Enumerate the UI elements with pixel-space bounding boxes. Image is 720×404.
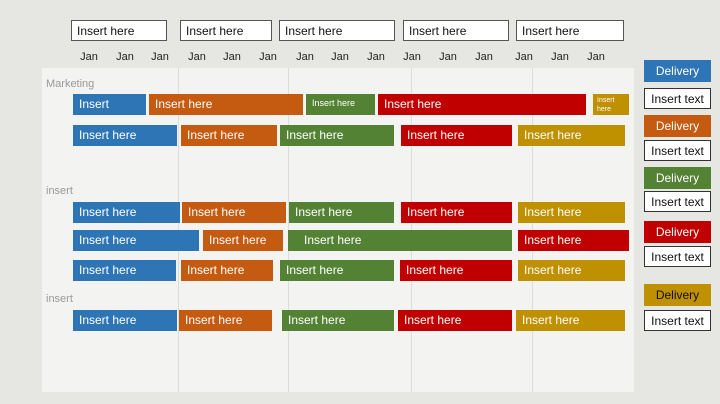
month-label: Jan (259, 51, 277, 63)
task-bar: Insert here (179, 310, 272, 331)
task-bar: Insert here (518, 260, 625, 281)
task-bar: Insert here (280, 260, 394, 281)
legend-text: Insert text (644, 246, 711, 267)
task-bar: Insert here (289, 202, 394, 223)
task-bar: Insert here (73, 310, 177, 331)
month-label: Jan (116, 51, 134, 63)
period-box: Insert here (71, 20, 167, 41)
section-label: insert (46, 293, 73, 305)
task-bar: Insert here (73, 202, 180, 223)
legend-text: Insert text (644, 191, 711, 212)
task-bar: Insert here (593, 94, 629, 115)
period-box: Insert here (516, 20, 624, 41)
task-bar: Insert here (518, 202, 625, 223)
month-label: Jan (151, 51, 169, 63)
task-bar: Insert here (149, 94, 303, 115)
legend-label: Delivery (644, 60, 711, 82)
task-bar: Insert here (306, 94, 375, 115)
legend-label: Delivery (644, 221, 711, 243)
period-box: Insert here (403, 20, 509, 41)
legend-text: Insert text (644, 310, 711, 331)
task-bar: Insert here (378, 94, 586, 115)
task-bar: Insert here (401, 202, 512, 223)
task-bar: Insert here (280, 125, 394, 146)
legend-label: Delivery (644, 167, 711, 189)
task-bar: Insert here (73, 125, 177, 146)
month-label: Jan (331, 51, 349, 63)
legend-text: Insert text (644, 88, 711, 109)
task-bar: Insert here (401, 125, 512, 146)
legend-label: Delivery (644, 284, 711, 306)
task-bar: Insert here (400, 260, 512, 281)
legend-label: Delivery (644, 115, 711, 137)
month-label: Jan (403, 51, 421, 63)
month-label: Jan (367, 51, 385, 63)
task-bar: Insert here (203, 230, 283, 251)
month-label: Jan (515, 51, 533, 63)
legend-text: Insert text (644, 140, 711, 161)
section-label: insert (46, 185, 73, 197)
month-label: Jan (188, 51, 206, 63)
task-bar: Insert here (398, 310, 512, 331)
task-bar: Insert here (282, 310, 394, 331)
task-bar: Insert here (182, 202, 286, 223)
task-bar: Insert here (181, 260, 273, 281)
month-label: Jan (475, 51, 493, 63)
month-label: Jan (439, 51, 457, 63)
task-bar: Insert here (181, 125, 277, 146)
task-bar: Insert here (516, 310, 625, 331)
period-box: Insert here (279, 20, 395, 41)
task-bar: Insert here (518, 230, 629, 251)
task-bar: Insert (73, 94, 146, 115)
task-bar: Insert here (73, 230, 199, 251)
task-bar: Insert here (288, 230, 512, 251)
month-label: Jan (296, 51, 314, 63)
period-box: Insert here (180, 20, 272, 41)
month-label: Jan (223, 51, 241, 63)
month-label: Jan (551, 51, 569, 63)
task-bar: Insert here (73, 260, 176, 281)
month-label: Jan (80, 51, 98, 63)
section-label: Marketing (46, 78, 95, 90)
task-bar: Insert here (518, 125, 625, 146)
month-label: Jan (587, 51, 605, 63)
